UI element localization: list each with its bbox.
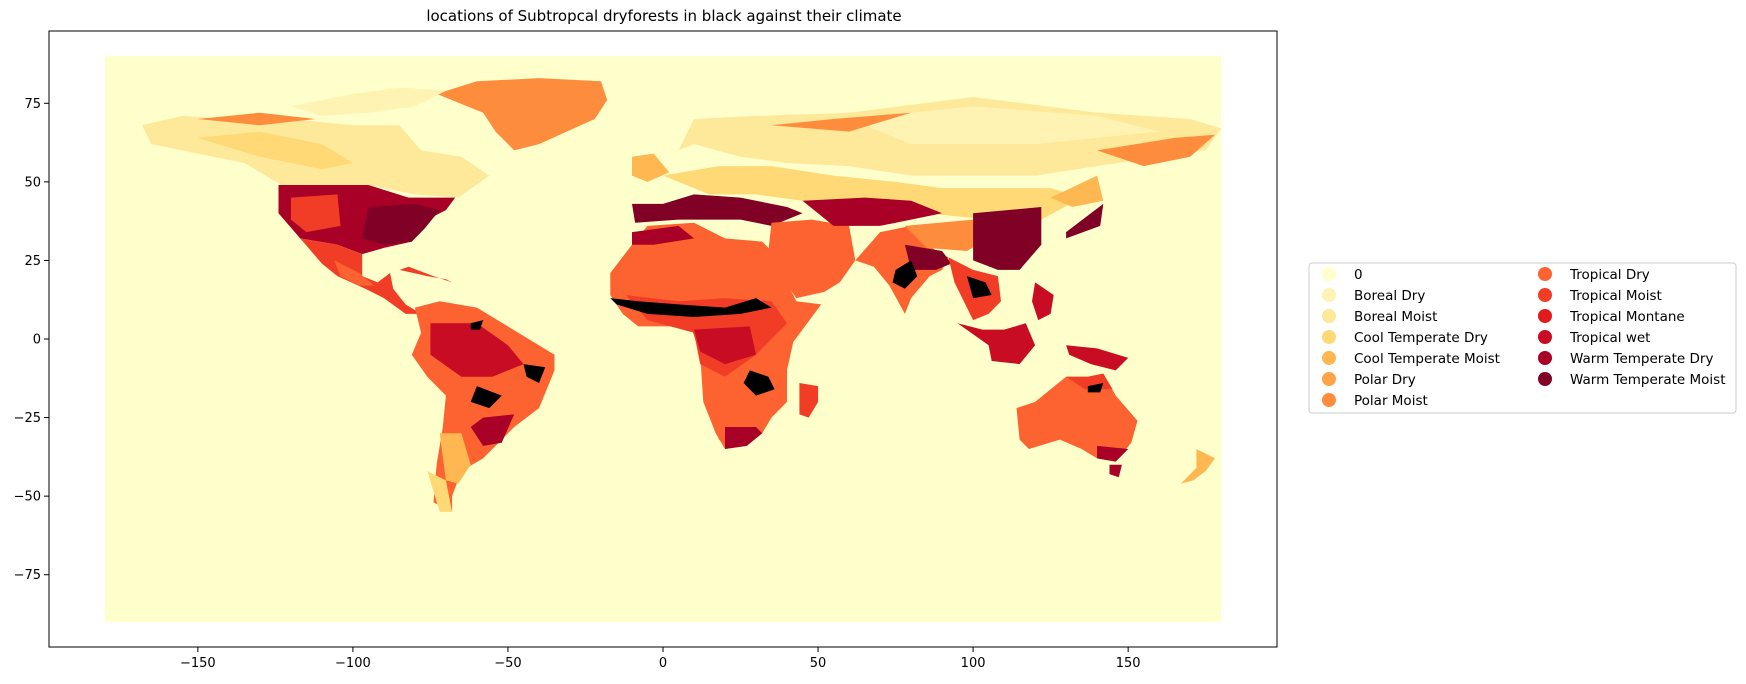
dry-forest-llanos	[470, 320, 484, 330]
tasmania	[1109, 464, 1122, 478]
legend-marker	[1538, 309, 1552, 323]
legend-marker	[1538, 288, 1552, 302]
y-tick-label: 75	[24, 97, 41, 112]
legend-label: 0	[1354, 267, 1363, 283]
tibet	[904, 219, 989, 251]
plot-area: −150 −100 −50 0 50 100 150 75 50 25 0 −25 −50 −75	[14, 30, 1278, 671]
x-tick-label: −50	[494, 656, 521, 671]
dry-forest-deccan	[892, 260, 918, 289]
dry-forest-indochina	[966, 276, 992, 299]
x-tick-label: 150	[1116, 656, 1141, 671]
japan	[1066, 203, 1104, 239]
y-tick-label: −25	[14, 411, 41, 426]
na-west-dry	[290, 194, 341, 233]
dry-forest-sahel	[610, 298, 772, 317]
philippines	[1032, 282, 1054, 321]
dry-forest-chaco	[470, 386, 502, 409]
siberia-dry	[849, 106, 1160, 145]
legend-marker	[1322, 288, 1336, 302]
y-tick-label: −50	[14, 490, 41, 505]
congo	[694, 326, 756, 365]
madagascar	[799, 383, 819, 418]
cape	[725, 427, 763, 449]
australia	[1016, 373, 1138, 462]
x-tick-label: −150	[180, 656, 216, 671]
legend-marker	[1538, 330, 1552, 344]
legend-label: Warm Temperate Dry	[1570, 351, 1713, 367]
legend-label: Cool Temperate Dry	[1354, 330, 1488, 346]
legend-frame	[1308, 262, 1737, 414]
na-boreal-dry	[197, 131, 353, 170]
legend-marker	[1538, 372, 1552, 386]
legend-marker	[1538, 351, 1552, 365]
x-tick-label: −100	[335, 656, 371, 671]
maghreb	[632, 225, 694, 245]
sa-south-temperate	[470, 414, 515, 446]
x-tick-label: 100	[961, 656, 986, 671]
central-asia	[802, 197, 943, 226]
y-tick-label: 0	[33, 333, 41, 348]
na-east	[362, 203, 440, 245]
south-east-australia	[1097, 445, 1129, 462]
na-tundra	[197, 112, 316, 126]
legend-marker	[1322, 393, 1336, 407]
legend-label: Tropical Moist	[1569, 288, 1662, 304]
x-tick-label: 0	[659, 656, 667, 671]
eurasia-temperate	[663, 166, 1082, 220]
legend-marker	[1538, 267, 1552, 281]
legend-label: Boreal Moist	[1354, 309, 1437, 325]
ganges	[904, 244, 952, 270]
new-zealand	[1180, 449, 1215, 484]
new-guinea	[1066, 345, 1129, 371]
y-tick-label: 50	[24, 175, 41, 190]
mediterranean	[632, 194, 803, 226]
dry-forest-miombo	[743, 370, 775, 396]
east-china	[973, 207, 1042, 270]
dry-forest-caatinga	[523, 364, 546, 383]
legend-label: Cool Temperate Moist	[1354, 351, 1500, 367]
legend-label: Warm Temperate Moist	[1570, 372, 1726, 388]
legend-label: Tropical Montane	[1569, 309, 1685, 325]
tierra-del-fuego	[427, 471, 453, 512]
chart-title: locations of Subtropcal dryforests in bl…	[426, 7, 901, 25]
legend-label: Polar Dry	[1354, 372, 1416, 388]
y-tick-label: −75	[14, 568, 41, 583]
legend-marker	[1322, 372, 1336, 386]
legend-marker	[1322, 309, 1336, 323]
legend-label: Tropical Dry	[1569, 267, 1650, 283]
indonesia-west	[957, 323, 1036, 365]
legend-marker	[1322, 330, 1336, 344]
amazon	[430, 323, 524, 377]
patagonia	[439, 433, 471, 484]
british-isles	[632, 153, 670, 182]
north-east-asia	[1050, 175, 1104, 207]
middle-east	[768, 219, 856, 299]
legend-label: Polar Moist	[1354, 393, 1428, 409]
legend-label: Boreal Dry	[1354, 288, 1425, 304]
arctic-islands	[290, 87, 446, 116]
far-east-tundra	[1097, 134, 1215, 167]
legend: 0 Boreal Dry Boreal Moist Cool Temperate Dr…	[1308, 262, 1737, 414]
legend-label: Tropical wet	[1569, 330, 1650, 346]
mexico-dry	[334, 260, 375, 286]
caribbean	[399, 266, 453, 283]
legend-marker	[1322, 267, 1336, 281]
eurasia-tundra	[771, 112, 912, 132]
greenland-polar	[436, 78, 608, 151]
dry-forest-australia	[1087, 383, 1104, 393]
y-tick-label: 25	[24, 254, 41, 269]
x-tick-label: 50	[810, 656, 827, 671]
legend-marker	[1322, 351, 1336, 365]
